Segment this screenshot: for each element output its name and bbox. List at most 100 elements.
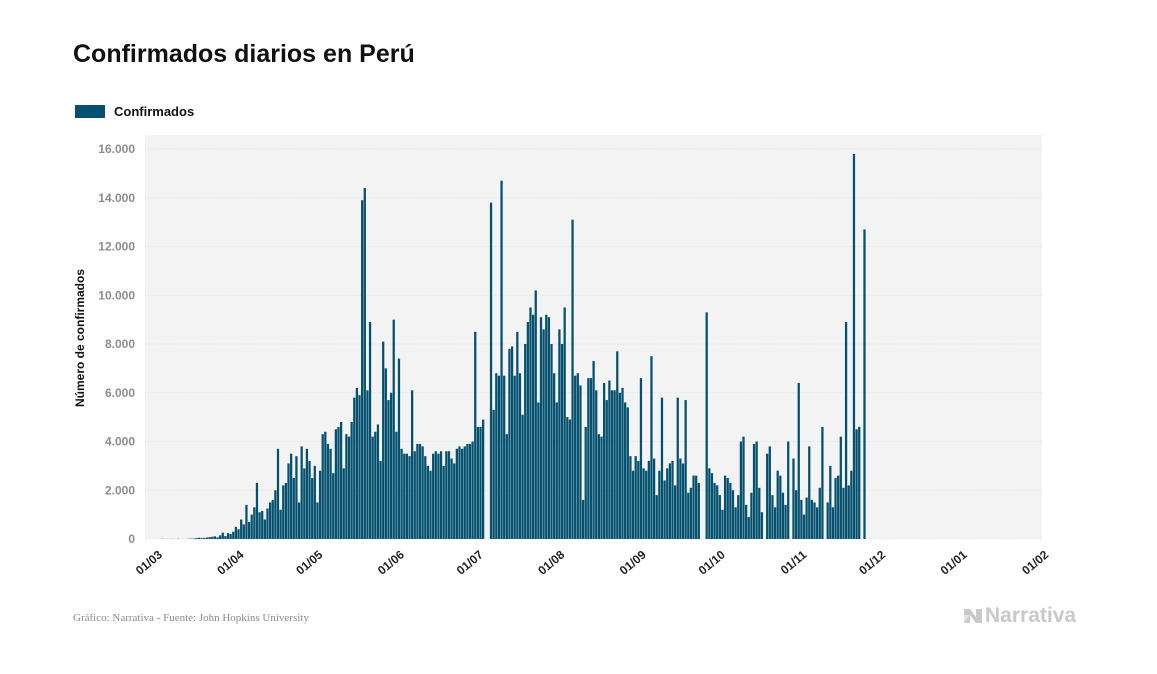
y-tick-label: 2.000	[105, 483, 135, 497]
bar	[524, 344, 527, 539]
bar	[592, 361, 595, 539]
footer-source: Gráfico: Narrativa - Fuente: John Hopkin…	[73, 612, 309, 624]
bar	[813, 502, 816, 539]
bar	[808, 446, 811, 540]
bar	[689, 487, 693, 539]
bar	[324, 431, 327, 539]
bar	[729, 482, 732, 539]
bar	[760, 512, 764, 539]
bar	[766, 453, 769, 539]
bar	[219, 535, 222, 539]
bar	[308, 461, 311, 539]
bar	[610, 390, 614, 539]
bar	[816, 507, 819, 539]
bar	[726, 478, 729, 539]
bar	[734, 507, 737, 539]
bar	[247, 521, 251, 539]
bar	[337, 426, 340, 540]
bar	[800, 500, 803, 539]
bar	[584, 426, 587, 540]
bar	[500, 180, 503, 539]
bar	[731, 490, 735, 539]
bar	[495, 373, 498, 539]
bar	[413, 451, 416, 539]
bar	[589, 378, 593, 540]
bar	[290, 453, 293, 539]
bar	[334, 429, 337, 539]
bar	[571, 219, 574, 539]
bar	[837, 475, 840, 540]
bar	[271, 500, 274, 539]
x-tick-label: 01/11	[778, 547, 810, 577]
bar	[295, 456, 298, 540]
bar	[671, 461, 674, 539]
bar	[282, 485, 285, 540]
bar	[663, 480, 666, 539]
bar	[758, 487, 761, 539]
bar	[750, 492, 753, 539]
bar	[826, 502, 829, 539]
brand-logo: Narrativa	[963, 604, 1076, 628]
bar	[595, 390, 598, 539]
x-tick-label: 01/12	[856, 547, 888, 577]
bar	[587, 378, 590, 540]
y-tick-label: 8.000	[105, 337, 135, 351]
bar	[505, 434, 508, 539]
y-axis-label: Número de confirmados	[73, 269, 87, 407]
bar	[492, 409, 495, 539]
bar	[547, 317, 551, 539]
bar	[318, 470, 322, 539]
y-tick-label: 12.000	[98, 240, 135, 254]
bar	[855, 429, 858, 539]
bar	[771, 495, 774, 540]
bar	[545, 314, 548, 539]
bar	[226, 533, 230, 539]
bar	[568, 419, 572, 539]
bar	[747, 517, 750, 539]
bar	[831, 507, 835, 539]
legend: Confirmados	[75, 104, 194, 119]
bar	[503, 375, 506, 539]
bar	[474, 331, 477, 539]
bar	[332, 473, 335, 539]
bar	[518, 373, 522, 539]
bar	[697, 482, 700, 539]
bar	[400, 448, 403, 539]
x-tick-label: 01/04	[214, 547, 246, 577]
bar	[418, 443, 422, 539]
bar	[642, 468, 645, 539]
bar	[463, 446, 466, 540]
bar	[613, 390, 616, 539]
bar	[342, 468, 345, 539]
bar	[645, 470, 648, 539]
bar	[376, 424, 380, 539]
x-tick-label: 01/07	[454, 547, 486, 577]
bar	[521, 414, 524, 539]
bar	[794, 490, 798, 539]
brand-label: Narrativa	[985, 604, 1077, 627]
bar	[379, 461, 382, 539]
bar	[784, 504, 787, 540]
bar	[695, 475, 698, 540]
bar	[350, 422, 353, 539]
bar	[437, 453, 440, 539]
bar	[297, 502, 301, 539]
bar	[624, 402, 627, 539]
bar	[713, 482, 716, 539]
bar	[516, 331, 519, 539]
bar	[368, 322, 372, 539]
bar	[534, 290, 537, 540]
bar	[629, 456, 632, 540]
bar	[392, 319, 395, 540]
bar	[637, 461, 640, 539]
bar	[526, 322, 529, 539]
bar	[303, 468, 306, 539]
bar	[852, 153, 856, 540]
bar	[818, 487, 821, 539]
bar	[716, 485, 719, 540]
bar	[550, 344, 553, 539]
y-tick-label: 14.000	[98, 191, 135, 205]
bar	[284, 482, 288, 539]
bar	[497, 375, 501, 539]
